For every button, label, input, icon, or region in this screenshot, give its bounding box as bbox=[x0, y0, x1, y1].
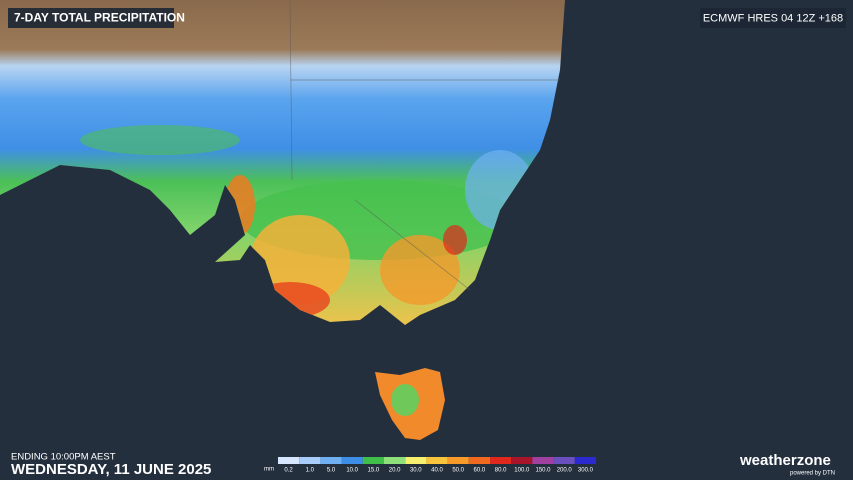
legend-swatch bbox=[320, 457, 342, 464]
model-label: ECMWF HRES 04 12Z +168 bbox=[703, 12, 843, 24]
legend-swatch bbox=[341, 457, 363, 464]
legend-unit: mm bbox=[264, 467, 274, 473]
legend-swatch bbox=[532, 457, 554, 464]
legend-swatch bbox=[405, 457, 427, 464]
legend-swatch bbox=[490, 457, 512, 464]
legend-label: 60.0 bbox=[474, 468, 486, 474]
title-box bbox=[8, 8, 174, 28]
state-border bbox=[289, 0, 560, 291]
legend-label: 5.0 bbox=[327, 468, 336, 474]
legend-swatch bbox=[511, 457, 533, 464]
legend-label: 300.0 bbox=[578, 468, 594, 474]
rain-area bbox=[443, 225, 467, 255]
legend-label: 200.0 bbox=[557, 468, 573, 474]
legend-label: 100.0 bbox=[514, 468, 530, 474]
rain-area bbox=[380, 235, 460, 305]
rain-area bbox=[250, 215, 350, 305]
date-label: WEDNESDAY, 11 JUNE 2025 bbox=[11, 461, 211, 478]
powered-by: powered by DTN bbox=[790, 471, 835, 477]
legend-label: 20.0 bbox=[389, 468, 401, 474]
legend-label: 150.0 bbox=[535, 468, 551, 474]
legend-label: 1.0 bbox=[306, 468, 315, 474]
model-box bbox=[700, 8, 846, 28]
legend-swatch bbox=[574, 457, 596, 464]
legend-swatch bbox=[553, 457, 575, 464]
ending-label: ENDING 10:00PM AEST bbox=[11, 452, 116, 463]
legend-swatch bbox=[278, 457, 300, 464]
title: 7-DAY TOTAL PRECIPITATION bbox=[14, 11, 185, 25]
legend-swatch bbox=[447, 457, 469, 464]
rain-area bbox=[391, 384, 419, 416]
legend-swatch bbox=[426, 457, 448, 464]
legend-swatch bbox=[468, 457, 490, 464]
legend-label: 15.0 bbox=[368, 468, 380, 474]
legend-label: 10.0 bbox=[346, 468, 358, 474]
legend-label: 30.0 bbox=[410, 468, 422, 474]
legend-label: 40.0 bbox=[431, 468, 443, 474]
legend-swatch bbox=[362, 457, 384, 464]
legend-swatch bbox=[384, 457, 406, 464]
rain-area bbox=[80, 125, 240, 155]
legend-label: 0.2 bbox=[284, 468, 293, 474]
legend-swatch bbox=[299, 457, 321, 464]
legend: 0.2 1.0 5.0 10.0 15.0 20.0 30.0 40.0 50.0 60.0 80.… bbox=[278, 457, 596, 474]
brand: weatherzone bbox=[739, 452, 831, 469]
legend-label: 80.0 bbox=[495, 468, 507, 474]
legend-label: 50.0 bbox=[452, 468, 464, 474]
